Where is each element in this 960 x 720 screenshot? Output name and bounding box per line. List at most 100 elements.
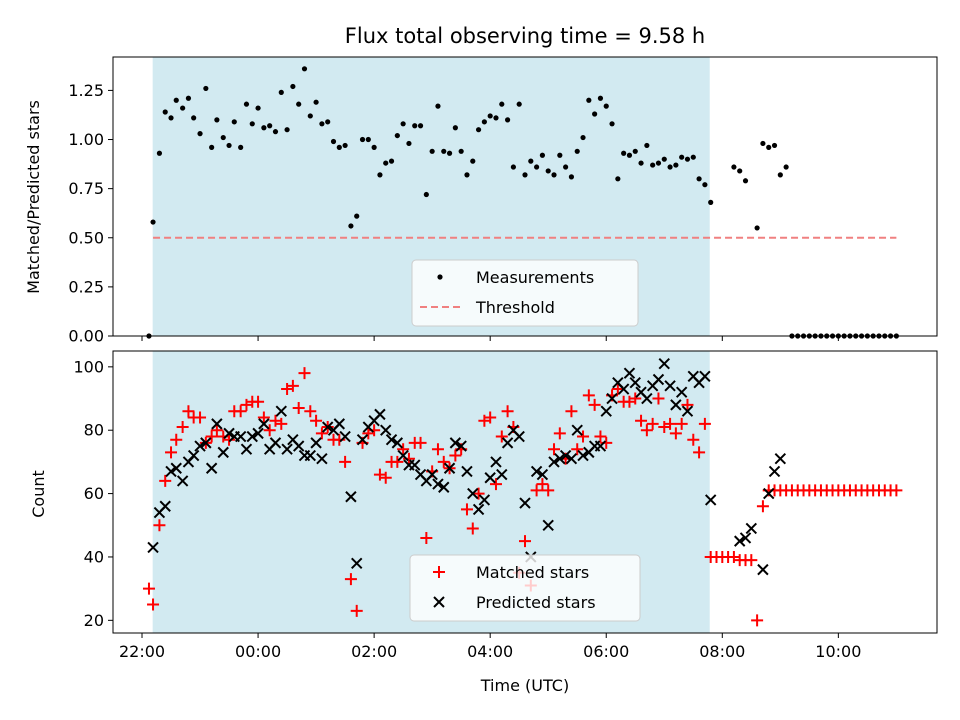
predicted-star-point	[281, 443, 293, 455]
predicted-star-point	[252, 427, 264, 440]
count-legend-box	[409, 554, 641, 622]
predicted-star-point	[449, 437, 462, 449]
matched-star-point	[687, 433, 700, 446]
matched-star-point	[165, 446, 178, 459]
predicted-star-point	[176, 475, 189, 487]
ratio-panel: 0.00 0.25 0.50 0.75 1.00 1.25 Flux total obse…	[24, 24, 938, 346]
measurement-point	[191, 115, 197, 121]
measurement-point	[197, 131, 203, 137]
matched-star-point	[698, 417, 711, 430]
matched-star-point	[472, 487, 485, 500]
measurement-point	[278, 89, 284, 95]
y-tick-label: 40	[84, 547, 104, 566]
measurement-point	[661, 156, 667, 162]
matched-star-point	[205, 430, 218, 443]
measurement-point	[325, 119, 331, 125]
measurement-point	[261, 125, 267, 131]
predicted-star-point	[641, 392, 653, 405]
predicted-star-point	[594, 440, 607, 452]
predicted-star-point	[432, 478, 444, 490]
matched-star-point	[344, 573, 357, 586]
legend-measurements-label: Measurements	[476, 268, 594, 287]
x-tick-label: 10:00	[815, 642, 861, 661]
matched-star-point	[194, 411, 207, 424]
predicted-star-point	[763, 487, 775, 500]
measurement-point	[243, 101, 250, 107]
predicted-star-point	[438, 481, 450, 493]
measurement-point	[173, 97, 179, 103]
measurement-point	[690, 154, 696, 160]
predicted-star-point	[397, 449, 409, 462]
count-y-axis-label: Count	[29, 470, 48, 518]
predicted-star-point	[774, 453, 787, 465]
predicted-star-point	[310, 437, 322, 449]
predicted-star-point	[548, 456, 560, 468]
predicted-star-point	[292, 440, 305, 452]
predicted-star-point	[513, 430, 525, 443]
predicted-star-point	[542, 519, 554, 531]
chart-title: Flux total observing time = 9.58 h	[345, 24, 705, 48]
predicted-star-point	[565, 453, 578, 465]
y-tick-label: 60	[84, 484, 104, 503]
matched-star-point	[449, 449, 462, 462]
measurement-point	[348, 223, 354, 229]
predicted-star-point	[478, 494, 491, 506]
matched-star-point	[890, 484, 903, 497]
measurement-point	[650, 162, 656, 168]
measurement-point	[307, 113, 313, 119]
measurement-point	[504, 117, 511, 123]
predicted-star-point	[472, 503, 485, 516]
count-plot-area	[142, 357, 903, 627]
measurement-point	[603, 103, 609, 109]
x-tick-label: 02:00	[351, 642, 397, 661]
count-panel: 20 40 60 80 100 22:00 00:00 02:00 04:00 06:00 08:…	[29, 350, 938, 695]
measurement-point	[551, 172, 557, 178]
measurement-point	[777, 172, 783, 178]
measurement-point	[534, 164, 540, 170]
ratio-legend-box	[411, 259, 639, 327]
measurement-point	[771, 142, 778, 149]
measurement-point	[214, 117, 220, 123]
measurement-point	[203, 85, 209, 92]
measurement-point	[638, 160, 644, 166]
predicted-star-point	[374, 408, 386, 421]
measurement-point	[209, 144, 215, 150]
legend-matched-label: Matched stars	[476, 563, 589, 582]
measurement-point	[359, 136, 366, 143]
predicted-star-point	[321, 421, 334, 433]
predicted-star-point	[490, 456, 502, 468]
measurement-point	[574, 148, 580, 154]
predicted-star-point	[536, 468, 549, 481]
measurement-point	[487, 113, 493, 119]
matched-star-point	[286, 379, 299, 392]
predicted-star-point	[443, 462, 456, 474]
ratio-legend: Measurements Threshold	[411, 259, 639, 327]
matched-star-point	[669, 427, 682, 440]
measurement-point	[609, 121, 615, 127]
predicted-star-point	[739, 532, 752, 544]
measurement-point	[522, 172, 528, 178]
measurement-point	[400, 121, 406, 127]
x-tick-label: 00:00	[235, 642, 281, 661]
predicted-star-point	[385, 434, 398, 446]
measurement-point	[255, 105, 261, 111]
measurement-point	[754, 225, 760, 231]
x-tick-label: 22:00	[119, 642, 165, 661]
matched-star-point	[484, 411, 497, 424]
predicted-star-point	[147, 541, 159, 554]
measurement-point	[615, 176, 621, 182]
measurement-point	[464, 172, 470, 178]
predicted-star-point	[559, 449, 572, 462]
predicted-star-point	[496, 468, 508, 481]
y-tick-label: 20	[84, 611, 104, 630]
predicted-star-point	[211, 418, 223, 430]
measurement-point	[231, 119, 237, 125]
measurement-point	[516, 101, 522, 107]
matched-star-point	[466, 522, 479, 535]
measurement-point	[626, 152, 633, 158]
matched-star-point	[565, 405, 578, 418]
legend-predicted-marker	[433, 596, 445, 608]
matched-star-point	[501, 405, 514, 418]
time-axis-label: Time (UTC)	[480, 676, 569, 695]
matched-star-point	[170, 433, 183, 446]
